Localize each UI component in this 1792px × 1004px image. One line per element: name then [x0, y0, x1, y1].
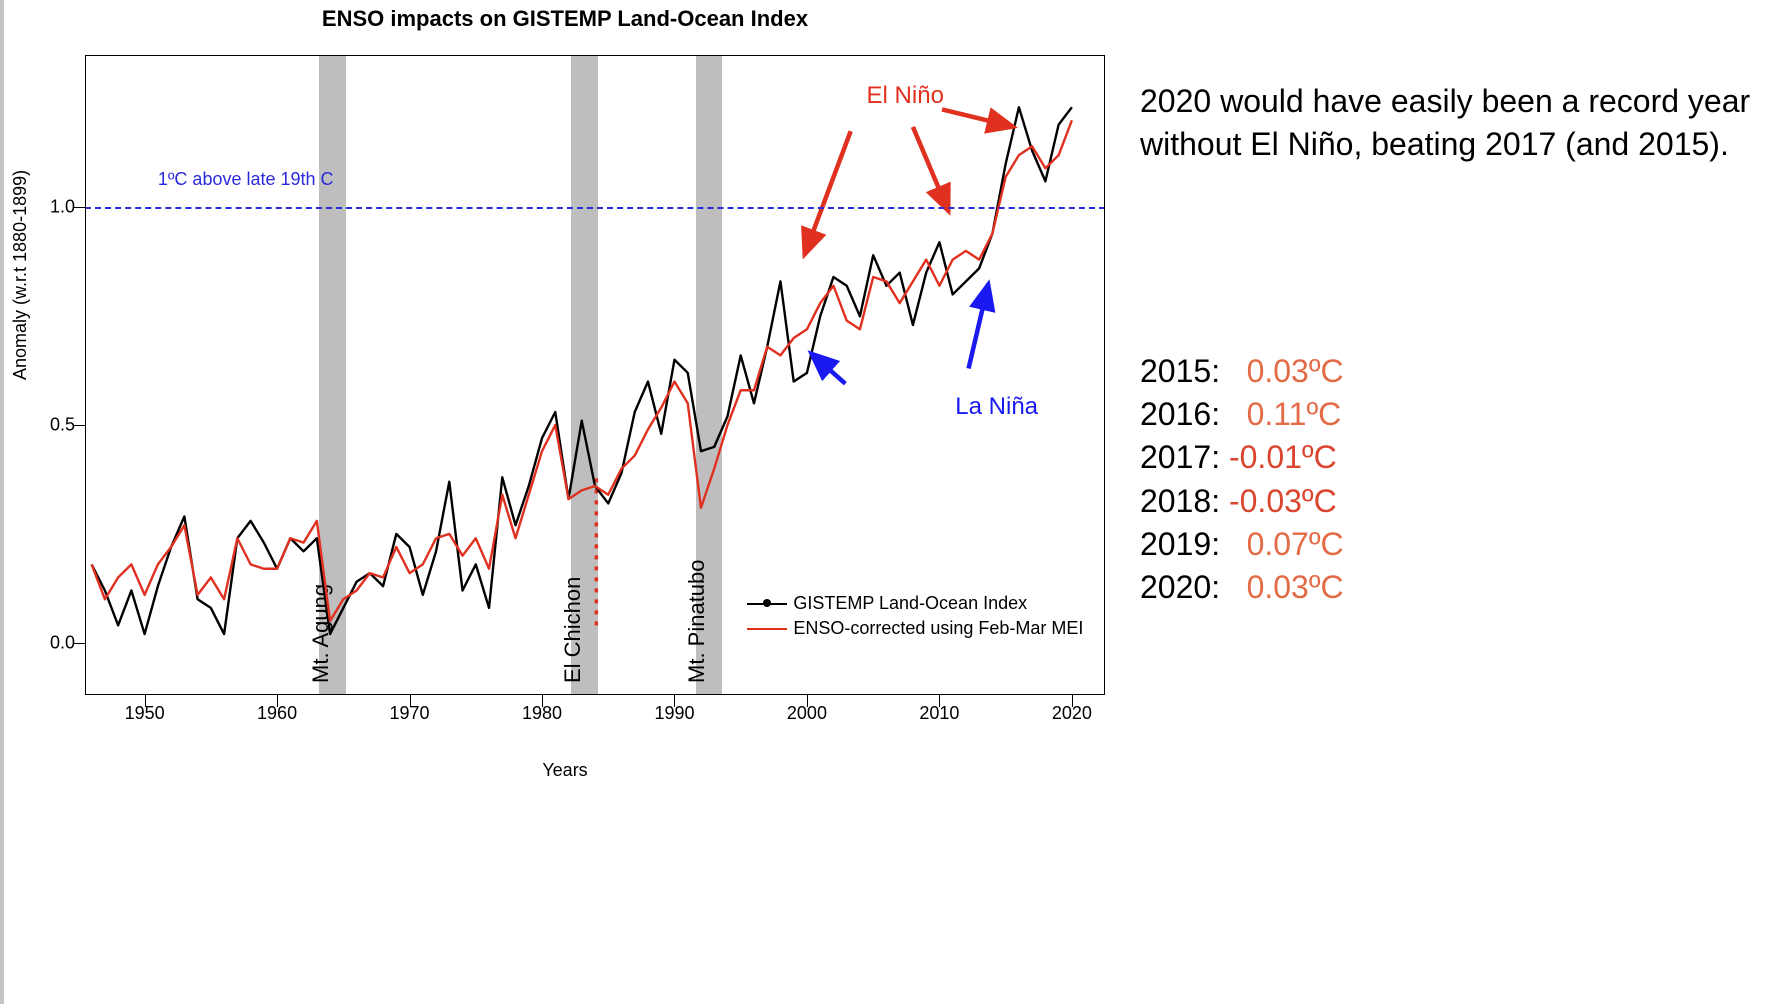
year-value: 0.03ºC [1229, 350, 1344, 393]
x-tick-label: 2010 [919, 703, 959, 724]
x-tick-label: 1990 [654, 703, 694, 724]
year-row: 2018: -0.03ºC [1140, 480, 1344, 523]
year-label: 2018: [1140, 483, 1229, 519]
year-label: 2016: [1140, 396, 1229, 432]
page-root: ENSO impacts on GISTEMP Land-Ocean Index… [0, 0, 1792, 1004]
year-row: 2016: 0.11ºC [1140, 393, 1344, 436]
y-tick-label: 1.0 [25, 197, 75, 218]
year-label: 2020: [1140, 569, 1229, 605]
plot-border [85, 55, 1105, 695]
x-tick-label: 1950 [125, 703, 165, 724]
chart-area: ENSO impacts on GISTEMP Land-Ocean Index… [0, 0, 1130, 800]
y-tick-label: 0.0 [25, 632, 75, 653]
year-row: 2020: 0.03ºC [1140, 566, 1344, 609]
year-row: 2017: -0.01ºC [1140, 436, 1344, 479]
year-value: 0.07ºC [1229, 523, 1344, 566]
year-label: 2017: [1140, 439, 1229, 475]
x-tick-label: 1980 [522, 703, 562, 724]
year-value: -0.01ºC [1229, 436, 1337, 479]
chart-title: ENSO impacts on GISTEMP Land-Ocean Index [0, 6, 1130, 32]
x-tick-label: 1970 [390, 703, 430, 724]
year-value: 0.03ºC [1229, 566, 1344, 609]
year-value: 0.11ºC [1229, 393, 1341, 436]
year-row: 2019: 0.07ºC [1140, 523, 1344, 566]
year-value: -0.03ºC [1229, 480, 1337, 523]
year-list: 2015: 0.03ºC2016: 0.11ºC2017: -0.01ºC201… [1140, 350, 1344, 609]
x-tick-label: 1960 [257, 703, 297, 724]
x-tick-label: 2000 [787, 703, 827, 724]
plot-box: Mt. AgungEl ChichonMt. Pinatubo 1ºC abov… [85, 55, 1105, 695]
x-axis-label: Years [0, 760, 1130, 781]
year-label: 2015: [1140, 353, 1229, 389]
x-tick-label: 2020 [1052, 703, 1092, 724]
side-summary: 2020 would have easily been a record yea… [1140, 80, 1780, 166]
y-tick-label: 0.5 [25, 415, 75, 436]
year-row: 2015: 0.03ºC [1140, 350, 1344, 393]
year-label: 2019: [1140, 526, 1229, 562]
